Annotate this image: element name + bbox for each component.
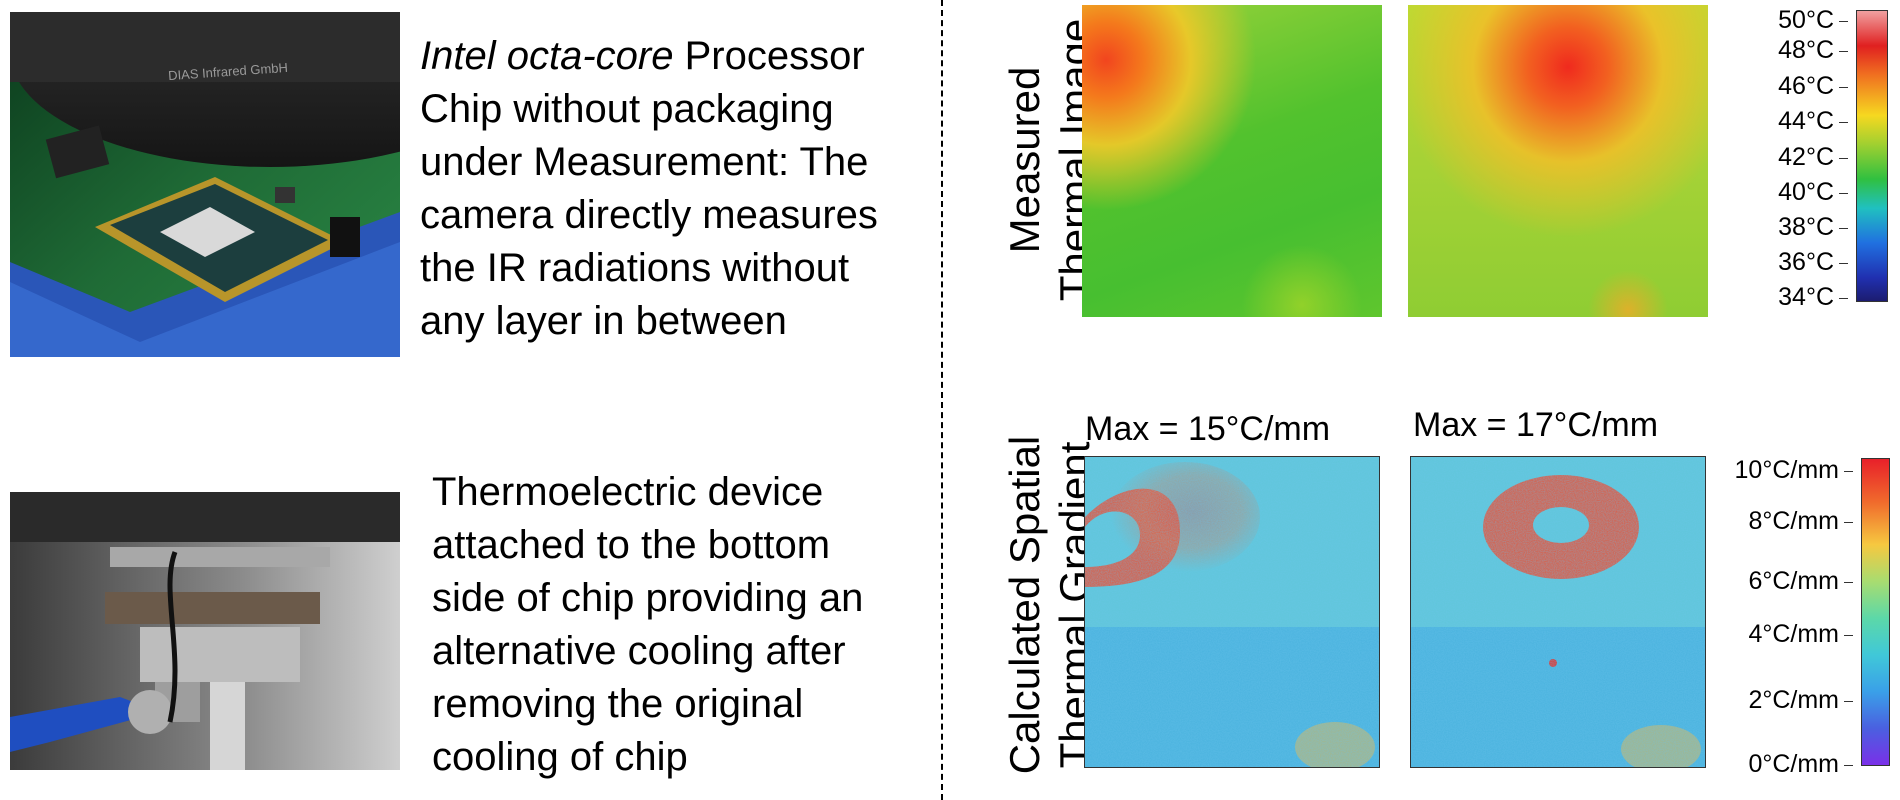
section-divider [941, 0, 943, 800]
chip-caption: Intel octa-core Processor Chip without p… [420, 30, 878, 348]
chip-caption-italic: Intel octa-core [420, 34, 674, 78]
gradient-tick-label: 6°C/mm [1710, 567, 1853, 596]
gradient-tick-label: 8°C/mm [1710, 507, 1853, 536]
device-caption-line: removing the original [432, 682, 804, 726]
device-caption-line: cooling of chip [432, 735, 688, 779]
gradient-tick-label: 2°C/mm [1710, 686, 1853, 715]
gradient-max-label-right: Max = 17°C/mm [1413, 406, 1659, 444]
chip-caption-line: under Measurement: The [420, 140, 869, 184]
temperature-tick-label: 42°C [1770, 143, 1848, 172]
gradient-tick-label: 4°C/mm [1710, 620, 1853, 649]
device-caption-line: alternative cooling after [432, 629, 846, 673]
temperature-tick-label: 34°C [1770, 283, 1848, 312]
chip-measurement-photo: DIAS Infrared GmbH [10, 12, 400, 357]
temperature-tick-label: 40°C [1770, 178, 1848, 207]
gradient-map-left [1084, 456, 1380, 768]
gradient-colorbar [1861, 458, 1890, 766]
temperature-tick-label: 44°C [1770, 107, 1848, 136]
temperature-colorbar [1856, 10, 1888, 302]
gradient-tick-label: 10°C/mm [1710, 456, 1853, 485]
device-caption-line: attached to the bottom [432, 523, 831, 567]
gradient-tick-label: 0°C/mm [1710, 750, 1853, 779]
temperature-tick-label: 36°C [1770, 248, 1848, 277]
temperature-tick-label: 46°C [1770, 72, 1848, 101]
temperature-tick-label: 50°C [1770, 6, 1848, 35]
chip-photo-illustration [10, 12, 400, 357]
temperature-tick-label: 38°C [1770, 213, 1848, 242]
device-photo-illustration [10, 492, 400, 770]
gradient-max-label-left: Max = 15°C/mm [1085, 410, 1331, 448]
thermal-map-right [1408, 5, 1708, 317]
chip-caption-line-1-rest: Processor [673, 34, 865, 78]
chip-caption-line: any layer in between [420, 299, 787, 343]
chip-caption-line: the IR radiations without [420, 246, 850, 290]
chip-caption-line: Chip without packaging [420, 87, 834, 131]
gradient-map-left-image [1085, 457, 1379, 767]
row-label-line: Calculated Spatial [1001, 435, 1048, 775]
device-caption: Thermoelectric device attached to the bo… [432, 466, 863, 784]
device-caption-line: Thermoelectric device [432, 470, 824, 514]
chip-caption-line: camera directly measures [420, 193, 878, 237]
gradient-map-right-image [1411, 457, 1705, 767]
device-caption-line: side of chip providing an [432, 576, 864, 620]
gradient-map-right [1410, 456, 1706, 768]
thermoelectric-device-photo [10, 492, 400, 770]
chip-caption-line-1: Intel octa-core Processor [420, 30, 878, 83]
temperature-tick-label: 48°C [1770, 36, 1848, 65]
row-label-line: Measured [1001, 66, 1048, 254]
thermal-map-left [1082, 5, 1382, 317]
